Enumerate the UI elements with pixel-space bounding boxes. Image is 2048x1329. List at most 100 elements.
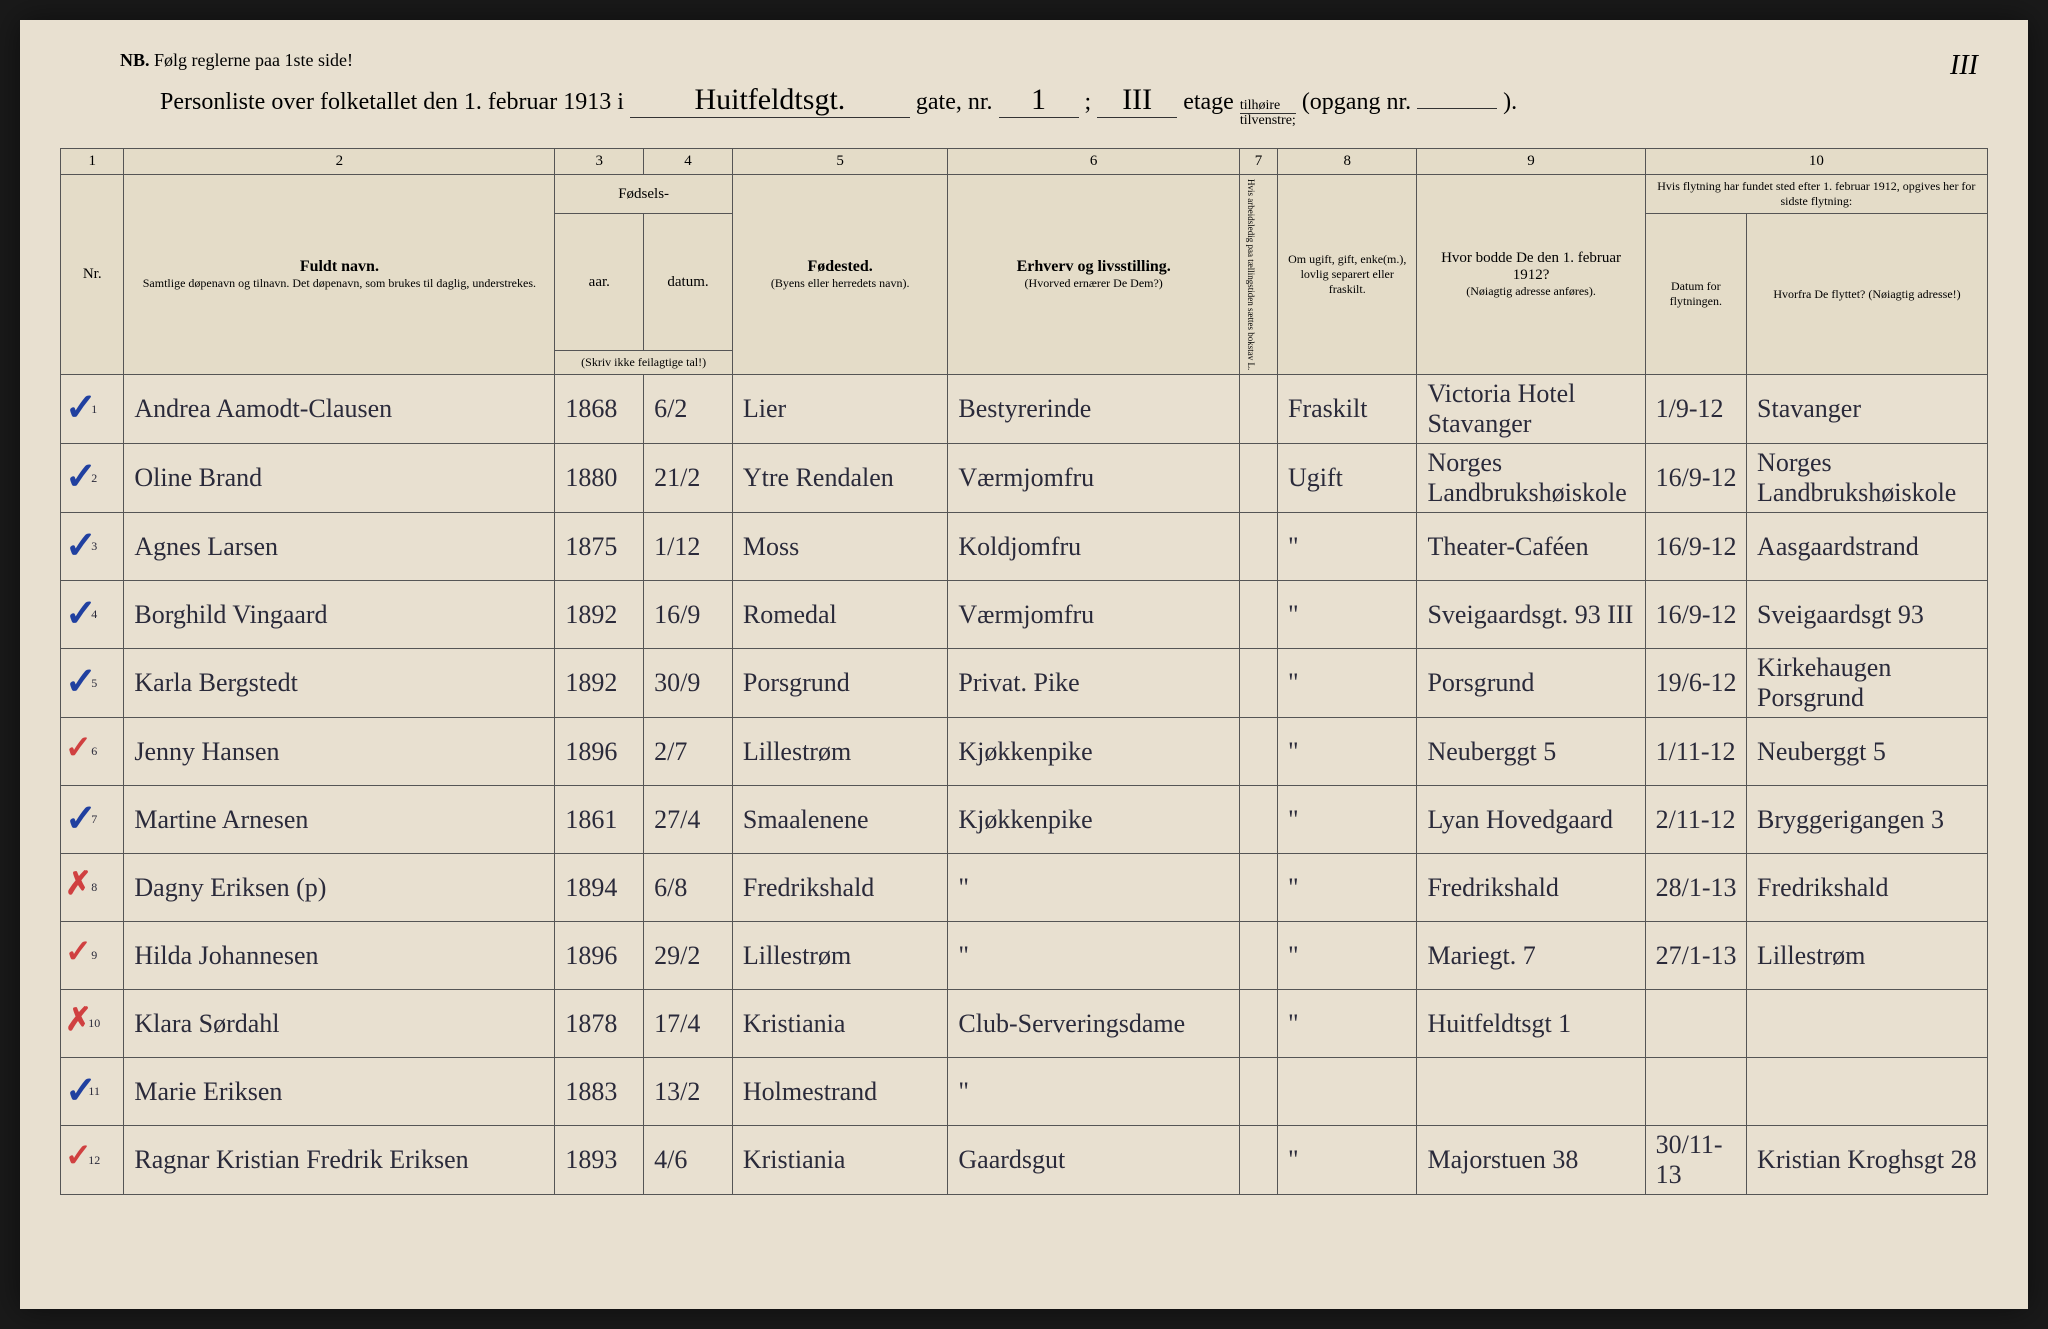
- cell-place: Lier: [732, 375, 948, 444]
- cell-addr1912: Victoria Hotel Stavanger: [1417, 375, 1645, 444]
- head-col10a: Datum for flytningen.: [1645, 214, 1746, 375]
- cell-occ: Koldjomfru: [948, 513, 1240, 581]
- cell-occ: Privat. Pike: [948, 649, 1240, 718]
- cell-c7: [1239, 718, 1277, 786]
- table-row: ✓1Andrea Aamodt-Clausen18686/2LierBestyr…: [61, 375, 1988, 444]
- cell-date: 29/2: [644, 922, 733, 990]
- cell-c7: [1239, 990, 1277, 1058]
- cell-occ: ": [948, 1058, 1240, 1126]
- colnum-5: 5: [732, 149, 948, 175]
- cell-from: [1747, 990, 1988, 1058]
- cell-occ: Kjøkkenpike: [948, 718, 1240, 786]
- cell-nr: ✓1: [61, 375, 124, 444]
- cell-c7: [1239, 513, 1277, 581]
- cell-occ: ": [948, 922, 1240, 990]
- cell-status: Fraskilt: [1278, 375, 1417, 444]
- check-mark: ✓: [65, 385, 97, 430]
- table-row: ✗10Klara Sørdahl187817/4KristianiaClub-S…: [61, 990, 1988, 1058]
- etage-label: etage: [1183, 89, 1234, 116]
- check-mark: ✓: [65, 728, 92, 766]
- cell-status: ": [1278, 1126, 1417, 1195]
- cell-year: 1896: [555, 718, 644, 786]
- head-col10b: Hvorfra De flyttet? (Nøiagtig adresse!): [1747, 214, 1988, 375]
- check-mark: ✓: [65, 591, 97, 636]
- colnum-8: 8: [1278, 149, 1417, 175]
- cell-status: [1278, 1058, 1417, 1126]
- cell-year: 1892: [555, 649, 644, 718]
- cell-year: 1875: [555, 513, 644, 581]
- cell-movedate: 30/11-13: [1645, 1126, 1746, 1195]
- side-top: tilhøire: [1240, 99, 1296, 114]
- head-aar: aar.: [555, 214, 644, 351]
- cell-status: Ugift: [1278, 444, 1417, 513]
- cell-date: 2/7: [644, 718, 733, 786]
- cell-status: ": [1278, 718, 1417, 786]
- cell-date: 6/8: [644, 854, 733, 922]
- page-number: III: [1950, 50, 1978, 82]
- cell-date: 4/6: [644, 1126, 733, 1195]
- cell-from: Norges Landbrukshøiskole: [1747, 444, 1988, 513]
- head-fodsels: Fødsels-: [555, 175, 732, 214]
- cell-nr: ✓7: [61, 786, 124, 854]
- cell-movedate: 1/11-12: [1645, 718, 1746, 786]
- cell-from: [1747, 1058, 1988, 1126]
- colnum-4: 4: [644, 149, 733, 175]
- head-name-main: Fuldt navn.: [130, 258, 548, 276]
- head-aar-sub: (Skriv ikke feilagtige tal!): [555, 351, 732, 375]
- cell-place: Kristiania: [732, 1126, 948, 1195]
- cell-name: Jenny Hansen: [124, 718, 555, 786]
- cell-c7: [1239, 1058, 1277, 1126]
- colnum-10: 10: [1645, 149, 1987, 175]
- cell-occ: ": [948, 854, 1240, 922]
- cell-place: Holmestrand: [732, 1058, 948, 1126]
- cell-date: 13/2: [644, 1058, 733, 1126]
- table-row: ✓9Hilda Johannesen189629/2Lillestrøm""Ma…: [61, 922, 1988, 990]
- nb-text: Følg reglerne paa 1ste side!: [154, 50, 353, 70]
- cell-place: Kristiania: [732, 990, 948, 1058]
- cell-occ: Værmjomfru: [948, 444, 1240, 513]
- check-mark: ✓: [65, 659, 97, 704]
- cell-addr1912: Lyan Hovedgaard: [1417, 786, 1645, 854]
- cell-nr: ✓6: [61, 718, 124, 786]
- cell-year: 1883: [555, 1058, 644, 1126]
- close-paren: ).: [1503, 89, 1517, 116]
- cell-nr: ✓12: [61, 1126, 124, 1195]
- cell-c7: [1239, 1126, 1277, 1195]
- census-page: III NB. Følg reglerne paa 1ste side! Per…: [20, 20, 2028, 1309]
- nb-label: NB.: [120, 50, 150, 70]
- cell-movedate: 16/9-12: [1645, 444, 1746, 513]
- cell-status: ": [1278, 513, 1417, 581]
- side-fraction: tilhøire tilvenstre;: [1240, 99, 1296, 128]
- cell-name: Andrea Aamodt-Clausen: [124, 375, 555, 444]
- cell-addr1912: Norges Landbrukshøiskole: [1417, 444, 1645, 513]
- nb-line: NB. Følg reglerne paa 1ste side!: [60, 50, 1988, 71]
- cell-addr1912: Neuberggt 5: [1417, 718, 1645, 786]
- cell-year: 1868: [555, 375, 644, 444]
- check-mark: ✓: [65, 1068, 97, 1113]
- cell-name: Marie Eriksen: [124, 1058, 555, 1126]
- check-mark: ✓: [65, 454, 97, 499]
- table-row: ✓12Ragnar Kristian Fredrik Eriksen18934/…: [61, 1126, 1988, 1195]
- colnum-2: 2: [124, 149, 555, 175]
- cell-year: 1896: [555, 922, 644, 990]
- head-col9: Hvor bodde De den 1. februar 1912? (Nøia…: [1417, 175, 1645, 375]
- cell-movedate: 2/11-12: [1645, 786, 1746, 854]
- head-erhverv-sub: (Hvorved ernærer De Dem?): [954, 276, 1233, 291]
- cell-place: Lillestrøm: [732, 922, 948, 990]
- cell-year: 1894: [555, 854, 644, 922]
- table-body: ✓1Andrea Aamodt-Clausen18686/2LierBestyr…: [61, 375, 1988, 1195]
- head-col9-sub: (Nøiagtig adresse anføres).: [1423, 284, 1638, 299]
- head-col8: Om ugift, gift, enke(m.), lovlig separer…: [1278, 175, 1417, 375]
- cell-year: 1893: [555, 1126, 644, 1195]
- head-datum: datum.: [644, 214, 733, 351]
- cell-year: 1861: [555, 786, 644, 854]
- cell-status: ": [1278, 990, 1417, 1058]
- check-mark: ✓: [65, 523, 97, 568]
- opgang-value: [1417, 108, 1497, 109]
- head-col7-text: Hvis arbeidsledig paa tællingstiden sætt…: [1246, 179, 1256, 370]
- cell-addr1912: Huitfeldtsgt 1: [1417, 990, 1645, 1058]
- head-col10: Hvis flytning har fundet sted efter 1. f…: [1645, 175, 1987, 214]
- table-row: ✓4Borghild Vingaard189216/9RomedalVærmjo…: [61, 581, 1988, 649]
- cell-status: ": [1278, 854, 1417, 922]
- side-bot: tilvenstre;: [1240, 114, 1296, 128]
